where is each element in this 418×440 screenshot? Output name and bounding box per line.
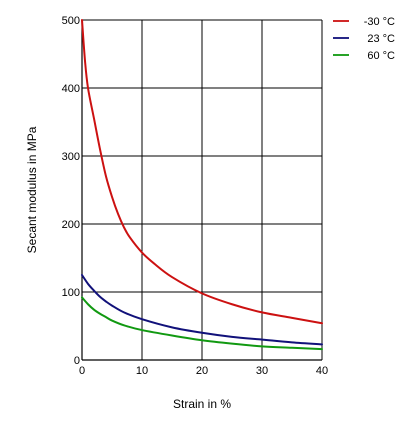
series-lines [81,19,323,351]
y-axis-label: Secant modulus in MPa [25,126,39,253]
x-tick-label: 40 [316,365,328,377]
x-tick-label: 0 [79,365,85,377]
x-tick-labels: 0 10 20 30 40 [79,365,328,377]
series-line-3 [81,296,323,351]
series-line-2 [81,274,323,346]
y-tick-label: 100 [62,287,80,299]
legend-label: -30 °C [364,16,395,28]
y-tick-label: 0 [74,355,80,367]
y-tick-label: 500 [62,15,80,27]
x-tick-label: 10 [136,365,148,377]
legend-label: 23 °C [367,33,395,45]
axes [81,20,322,361]
legend: -30 °C 23 °C 60 °C [333,16,395,62]
y-tick-label: 200 [62,219,80,231]
y-tick-label: 400 [62,83,80,95]
x-tick-label: 20 [196,365,208,377]
y-tick-labels: 0 100 200 300 400 500 [62,15,80,367]
x-axis-label: Strain in % [173,397,231,411]
x-tick-label: 30 [256,365,268,377]
legend-label: 60 °C [367,50,395,62]
y-tick-label: 300 [62,151,80,163]
series-line-1 [81,19,323,325]
